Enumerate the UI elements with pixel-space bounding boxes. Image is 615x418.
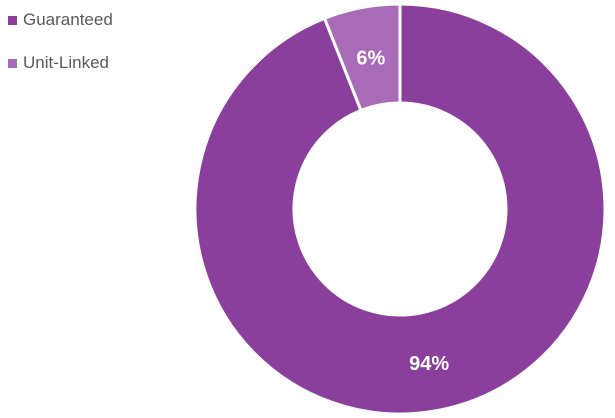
- donut-slice-unit-linked: [322, 2, 402, 113]
- legend-swatch-guaranteed: [8, 15, 17, 25]
- legend-swatch-unit-linked: [8, 58, 17, 68]
- chart-legend: Guaranteed Unit-Linked: [8, 7, 113, 93]
- data-label-guaranteed: 94%: [409, 353, 449, 375]
- legend-item-unit-linked: Unit-Linked: [8, 50, 113, 76]
- donut-slices: [193, 2, 607, 416]
- data-label-unit-linked: 6%: [356, 48, 385, 70]
- legend-item-guaranteed: Guaranteed: [8, 7, 113, 33]
- donut-slice-guaranteed: [193, 2, 607, 416]
- legend-label-unit-linked: Unit-Linked: [23, 53, 109, 72]
- legend-label-guaranteed: Guaranteed: [23, 10, 113, 29]
- donut-data-labels: 94% 6%: [356, 48, 449, 375]
